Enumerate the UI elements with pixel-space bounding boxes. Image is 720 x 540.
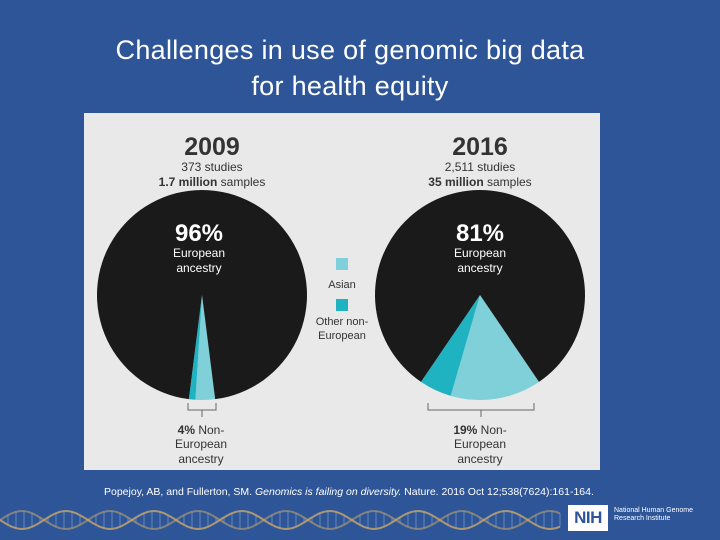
chart1-samples-count: 1.7 million [159,175,218,189]
nih-logo: NIH National Human Genome Research Insti… [568,505,708,535]
chart2-samples-unit: samples [484,175,532,189]
chart2-other-slice [420,295,480,396]
legend-label-asian: Asian [328,279,356,291]
title-line-1: Challenges in use of genomic big data [115,35,585,65]
chart2-european-pct: 81% [456,220,504,247]
chart2-european-label-2: ancestry [457,261,502,275]
chart2-nonEuropean-line1: 19% Non- [453,423,506,437]
chart1-nonEuropean-text: Non- [195,423,224,437]
chart1-european-slice [97,189,308,400]
legend-swatch-asian [336,258,348,270]
slide-title: Challenges in use of genomic big data fo… [0,32,700,104]
chart1-nonEuropean-line1: 4% Non- [178,423,225,437]
legend-label-other-1: Other non- [316,316,369,328]
dna-strand-b [0,510,561,530]
chart1-samples: 1.7 million samples [159,175,266,189]
chart1-nonEuropean-pct: 4% [178,423,196,437]
chart1-european-label-1: European [173,246,225,260]
chart1-european-pct: 96% [175,220,223,247]
chart2-nonEuropean-line3: ancestry [457,452,502,466]
nih-logo-mark: NIH [568,505,608,531]
chart1-nonEuropean-line2: European [175,437,227,451]
chart2-samples-count: 35 million [428,175,483,189]
pie-chart-figure: 2009 373 studies 1.7 million samples 201… [84,113,600,470]
chart2-european-slice [375,189,585,382]
citation-source: Nature. 2016 Oct 12;538(7624):161-164. [401,486,594,498]
dna-strand-a [0,510,561,530]
chart1-pie [97,189,308,400]
chart1-samples-unit: samples [217,175,265,189]
chart2-studies: 2,511 studies [445,160,516,174]
dna-helix-decoration [0,510,561,530]
chart2-european-label-1: European [454,246,506,260]
citation: Popejoy, AB, and Fullerton, SM. Genomics… [104,486,704,498]
title-line-2: for health equity [251,71,449,101]
legend-swatch-other [336,299,348,311]
citation-title: Genomics is failing on diversity. [254,486,402,498]
nih-institute-name: National Human Genome Research Institute [614,507,708,523]
chart2-nonEuropean-line2: European [454,437,506,451]
chart1-studies: 373 studies [181,160,242,174]
chart2-year: 2016 [452,133,508,161]
legend-label-other-2: European [318,330,366,342]
chart2-nonEuropean-pct: 19% [453,423,477,437]
chart-svg: 2009 373 studies 1.7 million samples 201… [97,133,585,466]
nih-institute-line-1: National Human Genome [614,507,693,514]
chart2-nonEuropean-text: Non- [477,423,506,437]
chart1-year: 2009 [184,133,240,161]
dna-rungs [7,511,561,529]
chart2-bracket [427,403,535,417]
chart1-european-label-2: ancestry [176,261,221,275]
citation-authors: Popejoy, AB, and Fullerton, SM. [104,486,255,498]
chart2-samples: 35 million samples [428,175,531,189]
chart1-nonEuropean-line3: ancestry [178,452,223,466]
chart2-pie [375,189,585,400]
chart2-asian-slice [450,295,540,400]
nih-institute-line-2: Research Institute [614,515,671,522]
chart1-bracket [187,403,217,417]
chart1-other-slice [188,295,202,400]
chart1-asian-slice [195,295,216,400]
